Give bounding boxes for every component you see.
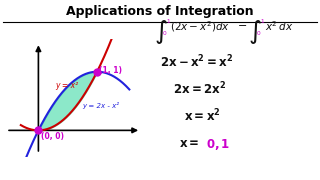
Text: $_0$: $_0$ — [256, 29, 261, 38]
Text: $(2x - x^2)dx$: $(2x - x^2)dx$ — [170, 19, 230, 34]
Text: $\int$: $\int$ — [248, 18, 262, 46]
Text: (0, 0): (0, 0) — [41, 132, 64, 141]
Text: $\mathbf{0, 1}$: $\mathbf{0, 1}$ — [206, 137, 231, 152]
Text: $x^2\, dx$: $x^2\, dx$ — [265, 19, 293, 33]
Text: $-$: $-$ — [237, 19, 247, 29]
Text: $_0$: $_0$ — [162, 29, 167, 38]
Text: (1, 1): (1, 1) — [100, 66, 123, 75]
Text: $^1$: $^1$ — [166, 19, 171, 28]
Text: y = 2x - x²: y = 2x - x² — [83, 102, 119, 109]
Text: $\mathbf{2x - x^2 = x^2}$: $\mathbf{2x - x^2 = x^2}$ — [160, 54, 233, 71]
Text: $\int$: $\int$ — [154, 18, 167, 46]
Text: Applications of Integration: Applications of Integration — [66, 5, 254, 18]
Text: $\mathbf{x = }$: $\mathbf{x = }$ — [179, 137, 200, 150]
Text: $\mathbf{x = x^2}$: $\mathbf{x = x^2}$ — [184, 108, 221, 125]
Text: $^1$: $^1$ — [260, 19, 265, 28]
Text: y = x²: y = x² — [55, 81, 78, 90]
Text: $\mathbf{2x = 2x^2}$: $\mathbf{2x = 2x^2}$ — [173, 81, 226, 98]
